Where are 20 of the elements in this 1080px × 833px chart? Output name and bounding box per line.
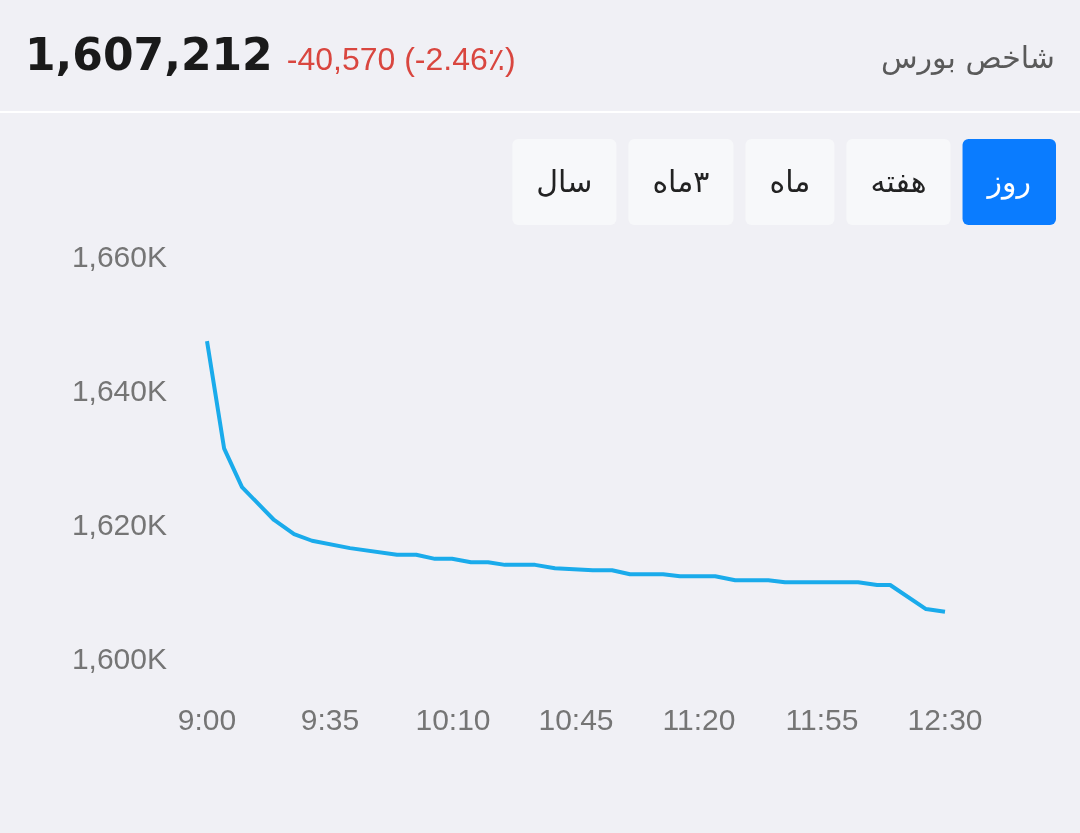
x-tick-label: 12:30: [907, 703, 983, 736]
text: ماه: [769, 164, 811, 199]
x-tick-label: 11:20: [662, 703, 736, 736]
y-tick-label: 1,600K: [71, 642, 167, 675]
text: روز: [985, 164, 1031, 200]
line-series: [205, 339, 947, 614]
y-tick-label: 1,640K: [71, 374, 167, 407]
x-tick-label: 10:45: [538, 703, 614, 736]
x-tick-label: 9:35: [300, 703, 360, 736]
y-tick-label: 1,660K: [71, 240, 167, 273]
text: 1,607,212: [25, 29, 273, 80]
chart-title: شاخص بورس: [880, 40, 1055, 75]
y-tick-label: 1,620K: [71, 508, 167, 541]
text: سال: [536, 164, 593, 199]
x-tick-label: 11:55: [785, 703, 859, 736]
text: -40,570 (-2.46٪): [286, 41, 516, 77]
x-tick-label: 10:10: [415, 703, 491, 736]
x-tick-label: 9:00: [177, 703, 237, 736]
text: هفته: [870, 164, 927, 199]
text: ۳ماه: [652, 164, 710, 199]
